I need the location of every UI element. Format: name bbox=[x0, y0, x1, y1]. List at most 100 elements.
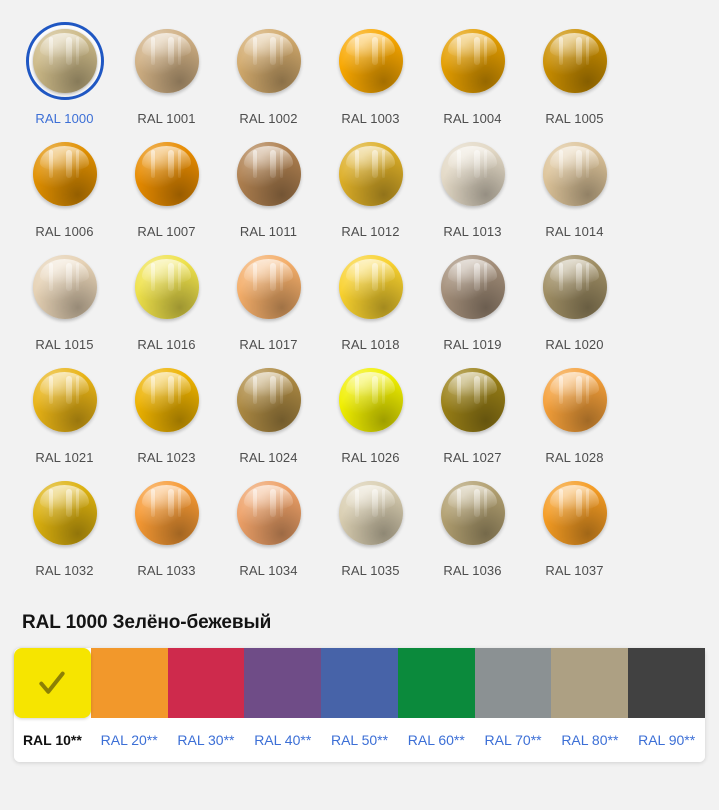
ball-wrapper bbox=[26, 135, 104, 213]
color-sphere-icon[interactable] bbox=[542, 142, 607, 206]
tab-swatch-ral-50xx[interactable] bbox=[321, 648, 398, 718]
tab-swatch-ral-30xx[interactable] bbox=[167, 648, 245, 718]
color-sphere-icon[interactable] bbox=[440, 29, 505, 93]
swatch-cell-ral-1033[interactable]: RAL 1033 bbox=[116, 466, 217, 579]
swatch-cell-ral-1023[interactable]: RAL 1023 bbox=[116, 353, 217, 466]
ball-wrapper bbox=[26, 361, 104, 439]
color-sphere-icon[interactable] bbox=[32, 255, 97, 319]
swatch-cell-ral-1018[interactable]: RAL 1018 bbox=[320, 240, 421, 353]
swatch-label: RAL 1034 bbox=[239, 563, 298, 578]
swatch-label: RAL 1007 bbox=[137, 224, 196, 239]
swatch-cell-ral-1032[interactable]: RAL 1032 bbox=[14, 466, 115, 579]
color-sphere-icon[interactable] bbox=[236, 142, 301, 206]
sphere-reflection-streak bbox=[457, 488, 462, 517]
color-sphere-icon[interactable] bbox=[236, 368, 301, 432]
swatch-cell-ral-1027[interactable]: RAL 1027 bbox=[422, 353, 523, 466]
ball-wrapper bbox=[434, 248, 512, 326]
color-sphere-icon[interactable] bbox=[134, 255, 199, 319]
swatch-cell-ral-1004[interactable]: RAL 1004 bbox=[422, 14, 523, 127]
color-sphere-icon[interactable] bbox=[236, 481, 301, 545]
color-sphere-icon[interactable] bbox=[440, 255, 505, 319]
tab-label-ral-70xx[interactable]: RAL 70** bbox=[484, 732, 542, 748]
tab-swatch-ral-60xx[interactable] bbox=[397, 648, 475, 718]
swatch-cell-ral-1011[interactable]: RAL 1011 bbox=[218, 127, 319, 240]
swatch-cell-ral-1017[interactable]: RAL 1017 bbox=[218, 240, 319, 353]
swatch-cell-ral-1013[interactable]: RAL 1013 bbox=[422, 127, 523, 240]
color-sphere-icon[interactable] bbox=[236, 29, 301, 93]
swatch-cell-ral-1003[interactable]: RAL 1003 bbox=[320, 14, 421, 127]
tab-swatch-ral-80xx[interactable] bbox=[551, 648, 629, 718]
swatch-cell-ral-1000[interactable]: RAL 1000 bbox=[14, 14, 115, 127]
tab-swatch-ral-10xx[interactable] bbox=[14, 648, 91, 718]
swatch-row: RAL 1032 RAL 1033 RAL 1034 RAL 1035 RAL 1036… bbox=[14, 466, 705, 579]
color-sphere-icon[interactable] bbox=[338, 255, 403, 319]
tab-label-ral-80xx[interactable]: RAL 80** bbox=[561, 732, 619, 748]
swatch-cell-ral-1026[interactable]: RAL 1026 bbox=[320, 353, 421, 466]
color-sphere-icon[interactable] bbox=[542, 368, 607, 432]
color-sphere-icon[interactable] bbox=[338, 481, 403, 545]
tab-label-ral-10xx[interactable]: RAL 10** bbox=[22, 732, 82, 748]
sphere-reflection-streak bbox=[49, 36, 54, 65]
color-sphere-icon[interactable] bbox=[134, 29, 199, 93]
swatch-cell-ral-1002[interactable]: RAL 1002 bbox=[218, 14, 319, 127]
sphere-reflection-streak bbox=[559, 36, 564, 65]
swatch-cell-ral-1034[interactable]: RAL 1034 bbox=[218, 466, 319, 579]
color-sphere-icon[interactable] bbox=[32, 368, 97, 432]
swatch-cell-ral-1036[interactable]: RAL 1036 bbox=[422, 466, 523, 579]
ball-wrapper bbox=[434, 135, 512, 213]
swatch-label: RAL 1017 bbox=[239, 337, 298, 352]
color-sphere-icon[interactable] bbox=[236, 255, 301, 319]
swatch-cell-ral-1007[interactable]: RAL 1007 bbox=[116, 127, 217, 240]
tab-label-ral-30xx[interactable]: RAL 30** bbox=[177, 732, 235, 748]
sphere-gloss-highlight bbox=[345, 145, 396, 172]
color-sphere-icon[interactable] bbox=[32, 29, 97, 93]
swatch-cell-ral-1001[interactable]: RAL 1001 bbox=[116, 14, 217, 127]
tab-swatch-ral-20xx[interactable] bbox=[90, 648, 168, 718]
color-sphere-icon[interactable] bbox=[338, 29, 403, 93]
swatch-cell-ral-1035[interactable]: RAL 1035 bbox=[320, 466, 421, 579]
tab-label-ral-90xx[interactable]: RAL 90** bbox=[638, 732, 696, 748]
color-sphere-icon[interactable] bbox=[32, 142, 97, 206]
color-sphere-icon[interactable] bbox=[440, 142, 505, 206]
sphere-gloss-highlight bbox=[447, 371, 498, 398]
sphere-reflection-streak bbox=[76, 488, 80, 517]
swatch-cell-ral-1006[interactable]: RAL 1006 bbox=[14, 127, 115, 240]
sphere-gloss-highlight bbox=[141, 145, 192, 172]
color-sphere-icon[interactable] bbox=[440, 368, 505, 432]
tab-swatch-ral-40xx[interactable] bbox=[244, 648, 322, 718]
swatch-cell-ral-1016[interactable]: RAL 1016 bbox=[116, 240, 217, 353]
color-sphere-icon[interactable] bbox=[542, 481, 607, 545]
swatch-cell-ral-1012[interactable]: RAL 1012 bbox=[320, 127, 421, 240]
swatch-cell-ral-1015[interactable]: RAL 1015 bbox=[14, 240, 115, 353]
color-sphere-icon[interactable] bbox=[440, 481, 505, 545]
swatch-cell-ral-1037[interactable]: RAL 1037 bbox=[524, 466, 625, 579]
swatch-cell-ral-1028[interactable]: RAL 1028 bbox=[524, 353, 625, 466]
swatch-cell-ral-1005[interactable]: RAL 1005 bbox=[524, 14, 625, 127]
tab-label-ral-40xx[interactable]: RAL 40** bbox=[254, 732, 312, 748]
color-sphere-icon[interactable] bbox=[134, 142, 199, 206]
color-sphere-icon[interactable] bbox=[338, 142, 403, 206]
tab-label-ral-50xx[interactable]: RAL 50** bbox=[330, 732, 389, 748]
color-sphere-icon[interactable] bbox=[338, 368, 403, 432]
tab-label-ral-60xx[interactable]: RAL 60** bbox=[407, 732, 465, 748]
tab-label-ral-20xx[interactable]: RAL 20** bbox=[100, 732, 158, 748]
color-sphere-icon[interactable] bbox=[542, 29, 607, 93]
swatch-cell-ral-1021[interactable]: RAL 1021 bbox=[14, 353, 115, 466]
color-sphere-icon[interactable] bbox=[134, 481, 199, 545]
color-sphere-icon[interactable] bbox=[32, 481, 97, 545]
tab-swatch-ral-70xx[interactable] bbox=[474, 648, 552, 718]
sphere-reflection-streak bbox=[355, 36, 360, 65]
sphere-reflection-streak bbox=[484, 149, 488, 178]
swatch-cell-ral-1020[interactable]: RAL 1020 bbox=[524, 240, 625, 353]
swatch-cell-ral-1024[interactable]: RAL 1024 bbox=[218, 353, 319, 466]
sphere-reflection-streak bbox=[473, 262, 480, 291]
sphere-reflection-streak bbox=[167, 375, 174, 404]
color-sphere-icon[interactable] bbox=[134, 368, 199, 432]
swatch-label: RAL 1026 bbox=[341, 450, 400, 465]
swatch-cell-ral-1014[interactable]: RAL 1014 bbox=[524, 127, 625, 240]
swatch-cell-ral-1019[interactable]: RAL 1019 bbox=[422, 240, 523, 353]
tab-swatch-ral-90xx[interactable] bbox=[628, 648, 706, 718]
ball-wrapper bbox=[128, 135, 206, 213]
sphere-reflection-streak bbox=[167, 262, 174, 291]
color-sphere-icon[interactable] bbox=[542, 255, 607, 319]
